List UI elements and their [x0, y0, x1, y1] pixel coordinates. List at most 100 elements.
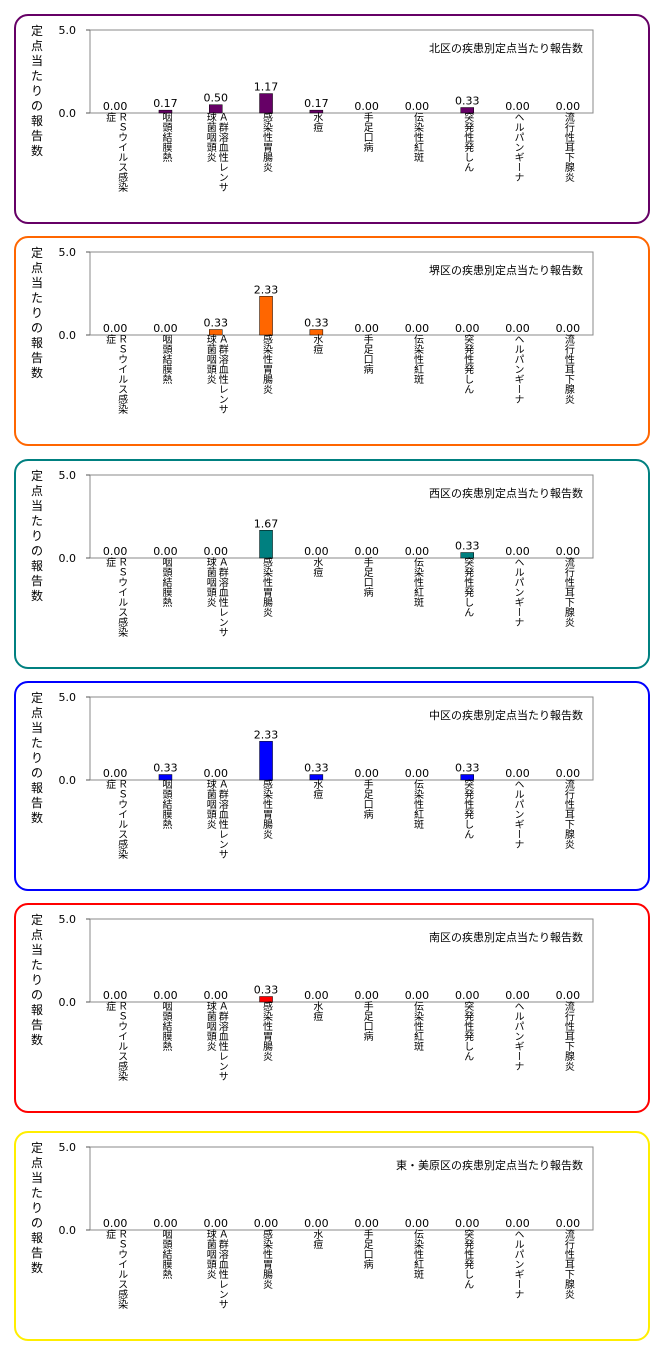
category-label: Ａ群溶血性レンサ 球菌咽頭炎 — [196, 1229, 236, 1339]
bar — [259, 741, 273, 781]
bar — [309, 774, 324, 781]
category-label: 流行性耳下腺炎 — [548, 779, 588, 889]
data-label: 0.00 — [103, 989, 128, 1002]
data-label: 0.00 — [153, 989, 178, 1002]
data-label: 0.00 — [405, 989, 430, 1002]
category-label: 流行性耳下腺炎 — [548, 112, 588, 222]
category-label: ヘルパンギーナ — [498, 557, 538, 667]
bar — [158, 774, 173, 781]
bar-chart: 0.0 5.0 北区の疾患別定点当たり報告数 0.00 0.17 0.50 1.17 0.17… — [59, 24, 594, 120]
data-label: 0.33 — [304, 762, 329, 775]
bar — [259, 530, 273, 559]
data-label: 0.00 — [455, 322, 480, 335]
category-label: 伝染性紅斑 — [397, 334, 437, 444]
category-label: 突発性発しん — [447, 779, 487, 889]
category-label-line: 咽頭結膜熱 — [159, 557, 171, 607]
data-label: 0.00 — [103, 767, 128, 780]
category-label-line: 症 — [103, 1229, 115, 1239]
category-label-line: 伝染性紅斑 — [411, 112, 423, 162]
category-label: 手足口病 — [347, 557, 387, 667]
data-label: 0.00 — [254, 1217, 279, 1230]
data-label: 0.00 — [153, 545, 178, 558]
chart-panel: 定点当たりの報告数 0.0 5.0 北区の疾患別定点当たり報告数 0.00 0.17 0.5… — [14, 14, 650, 224]
category-label-line: ＲＳウイルス感染 — [115, 557, 127, 637]
y-tick-label: 5.0 — [59, 1141, 77, 1154]
category-label: 感染性胃腸炎 — [246, 779, 286, 889]
category-label-line: ヘルパンギーナ — [512, 334, 524, 404]
y-axis-label: 定点当たりの報告数 — [30, 246, 43, 380]
category-label-line: Ａ群溶血性レンサ — [216, 1001, 228, 1081]
category-label-line: 突発性発しん — [461, 1001, 473, 1061]
data-label: 0.00 — [505, 545, 530, 558]
y-tick-label: 0.0 — [59, 552, 77, 565]
data-label: 0.00 — [455, 989, 480, 1002]
category-label-line: 咽頭結膜熱 — [159, 1001, 171, 1051]
data-label: 0.33 — [455, 95, 480, 108]
category-label: 伝染性紅斑 — [397, 779, 437, 889]
data-label: 0.00 — [153, 322, 178, 335]
category-label-line: 水痘 — [310, 334, 322, 354]
y-axis-label: 定点当たりの報告数 — [30, 1141, 43, 1275]
bar-chart: 0.0 5.0 東・美原区の疾患別定点当たり報告数 0.00 0.00 0.00 0.00 0… — [59, 1141, 594, 1237]
category-label-line: ＲＳウイルス感染 — [115, 334, 127, 414]
category-label: 水痘 — [296, 779, 336, 889]
chart-title: 西区の疾患別定点当たり報告数 — [429, 486, 583, 500]
category-label-line: 球菌咽頭炎 — [204, 1229, 216, 1279]
category-label: 手足口病 — [347, 1001, 387, 1111]
category-label: 流行性耳下腺炎 — [548, 334, 588, 444]
chart-title: 南区の疾患別定点当たり報告数 — [429, 930, 583, 944]
category-label-line: 伝染性紅斑 — [411, 1229, 423, 1279]
data-label: 0.00 — [204, 1217, 229, 1230]
category-label-line: ヘルパンギーナ — [512, 1229, 524, 1299]
category-label-line: 水痘 — [310, 1229, 322, 1249]
data-label: 0.00 — [204, 545, 229, 558]
data-label: 0.00 — [505, 767, 530, 780]
category-label: 流行性耳下腺炎 — [548, 1229, 588, 1339]
chart-panel: 定点当たりの報告数 0.0 5.0 東・美原区の疾患別定点当たり報告数 0.00 0.00… — [14, 1131, 650, 1341]
chart-panel: 定点当たりの報告数 0.0 5.0 南区の疾患別定点当たり報告数 0.00 0.00 0.0… — [14, 903, 650, 1113]
category-label: ヘルパンギーナ — [498, 1229, 538, 1339]
category-label-line: ヘルパンギーナ — [512, 112, 524, 182]
y-tick-label: 0.0 — [59, 1224, 77, 1237]
y-tick-label: 5.0 — [59, 469, 77, 482]
category-label-line: 感染性胃腸炎 — [260, 1229, 272, 1289]
data-label: 0.00 — [505, 100, 530, 113]
category-label-line: 球菌咽頭炎 — [204, 1001, 216, 1051]
category-label-line: Ａ群溶血性レンサ — [216, 557, 228, 637]
data-label: 1.17 — [254, 81, 279, 94]
category-label: ＲＳウイルス感染症 — [95, 1229, 135, 1339]
category-label: 水痘 — [296, 334, 336, 444]
data-label: 0.00 — [103, 545, 128, 558]
plot-area — [89, 1146, 594, 1231]
data-label: 0.00 — [204, 989, 229, 1002]
category-label: ヘルパンギーナ — [498, 779, 538, 889]
category-label-line: 伝染性紅斑 — [411, 334, 423, 384]
category-label: 水痘 — [296, 557, 336, 667]
category-label-line: 症 — [103, 557, 115, 567]
category-label-line: 球菌咽頭炎 — [204, 557, 216, 607]
y-tick-label: 5.0 — [59, 246, 77, 259]
data-label: 0.00 — [405, 545, 430, 558]
category-label-line: 手足口病 — [361, 1001, 373, 1041]
category-label: 伝染性紅斑 — [397, 1001, 437, 1111]
category-label-line: ヘルパンギーナ — [512, 779, 524, 849]
category-label-line: 突発性発しん — [461, 1229, 473, 1289]
data-label: 0.00 — [455, 1217, 480, 1230]
data-label: 0.33 — [304, 317, 329, 330]
data-label: 0.00 — [405, 767, 430, 780]
category-label-line: 咽頭結膜熱 — [159, 112, 171, 162]
category-label-line: 流行性耳下腺炎 — [562, 557, 574, 627]
category-label: 感染性胃腸炎 — [246, 334, 286, 444]
category-label-line: 球菌咽頭炎 — [204, 334, 216, 384]
bar — [309, 329, 324, 336]
bar — [259, 93, 273, 114]
category-label: ＲＳウイルス感染症 — [95, 334, 135, 444]
plot-area — [89, 918, 594, 1003]
bar — [259, 996, 273, 1003]
category-label: Ａ群溶血性レンサ 球菌咽頭炎 — [196, 1001, 236, 1111]
data-label: 0.33 — [153, 762, 178, 775]
category-label: ＲＳウイルス感染症 — [95, 557, 135, 667]
data-label: 0.00 — [354, 767, 379, 780]
category-label-line: 手足口病 — [361, 334, 373, 374]
category-label: 突発性発しん — [447, 1229, 487, 1339]
